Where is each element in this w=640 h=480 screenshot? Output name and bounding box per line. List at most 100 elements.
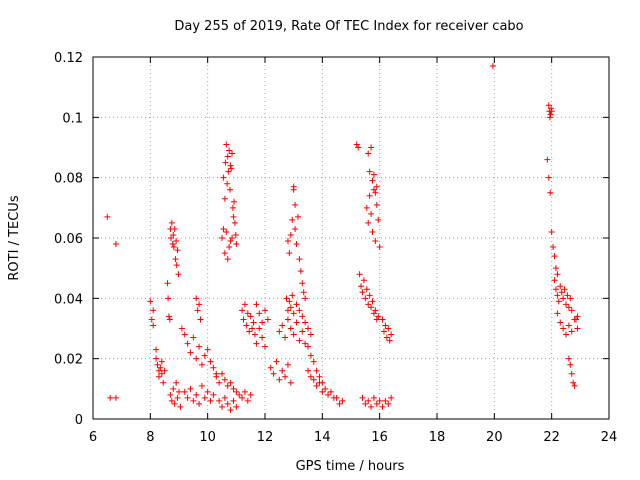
data-point [154,361,161,368]
data-point [365,301,372,308]
data-point [177,403,184,410]
data-point [373,201,380,208]
y-tick-label: 0.08 [54,172,83,187]
data-point [157,364,164,371]
data-point [370,310,377,317]
data-point [153,346,160,353]
data-point [568,370,575,377]
data-point [379,316,386,323]
data-point [373,316,380,323]
data-point [204,346,211,353]
x-axis-title: GPS time / hours [296,459,405,474]
data-point [548,105,555,112]
data-point [305,367,311,374]
y-tick-label: 0.1 [62,111,83,126]
data-point [385,325,392,332]
data-point [168,219,175,226]
data-point [194,307,201,314]
x-tick-label: 18 [429,430,446,445]
data-point [489,63,496,70]
data-point [574,325,581,332]
data-point [107,394,114,401]
data-point [174,394,181,401]
data-point [360,277,367,284]
data-point [224,256,231,263]
data-point [284,361,291,368]
data-point [365,150,372,157]
data-point [292,201,299,208]
data-point [369,298,376,305]
data-point [230,213,237,220]
data-point [560,295,567,302]
data-point [365,397,372,404]
data-point [150,307,157,314]
x-tick-label: 6 [89,430,97,445]
data-point [207,358,214,365]
data-point [187,385,194,392]
data-point [547,111,554,118]
data-point [201,352,208,359]
data-point [293,319,300,326]
data-point [155,373,162,380]
data-points [104,63,581,413]
data-point [370,171,377,178]
data-point [552,286,559,293]
data-point [547,189,554,196]
data-point [227,379,234,386]
grid [93,57,609,419]
data-point [166,316,173,323]
data-point [359,394,366,401]
chart-title: Day 255 of 2019, Rate Of TEC Index for r… [174,19,523,34]
data-point [224,153,231,160]
data-point [554,292,561,299]
data-point [573,316,580,323]
data-point [567,361,574,368]
data-point [256,325,263,332]
data-point [250,319,257,326]
data-point [231,198,238,205]
data-point [366,192,373,199]
x-tick-label: 8 [146,430,154,445]
data-point [198,361,205,368]
data-point [365,219,372,226]
data-point [112,394,119,401]
data-point [327,388,334,395]
data-point [289,292,296,299]
data-point [220,225,227,232]
data-point [150,322,157,329]
data-point [147,298,154,305]
axis-ticks: 6 8 10 12 14 16 18 20 22 24 0 0.02 0.04 0.06 0.08 0.1 0.… [54,51,617,445]
data-point [193,355,200,362]
data-point [220,174,227,181]
data-point [555,298,562,305]
data-point [233,241,240,248]
data-point [170,244,177,251]
data-point [165,313,172,320]
data-point [287,304,294,311]
data-point [213,373,220,380]
data-point [174,247,181,254]
data-point [286,250,293,257]
data-point [290,331,297,338]
data-point [310,376,317,383]
data-point [259,334,266,341]
data-point [244,310,251,317]
data-point [158,370,165,377]
data-point [227,238,234,245]
data-point [264,316,271,323]
data-point [356,271,363,278]
x-tick-label: 16 [371,430,388,445]
data-point [204,388,211,395]
data-point [279,322,286,329]
data-point [339,397,346,404]
data-point [305,325,311,332]
data-point [551,253,558,260]
data-point [239,394,246,401]
data-point [249,325,256,332]
data-point [296,307,303,314]
data-point [175,271,182,278]
data-point [319,388,326,395]
data-point [287,325,294,332]
data-point [286,298,293,305]
data-point [372,307,379,314]
